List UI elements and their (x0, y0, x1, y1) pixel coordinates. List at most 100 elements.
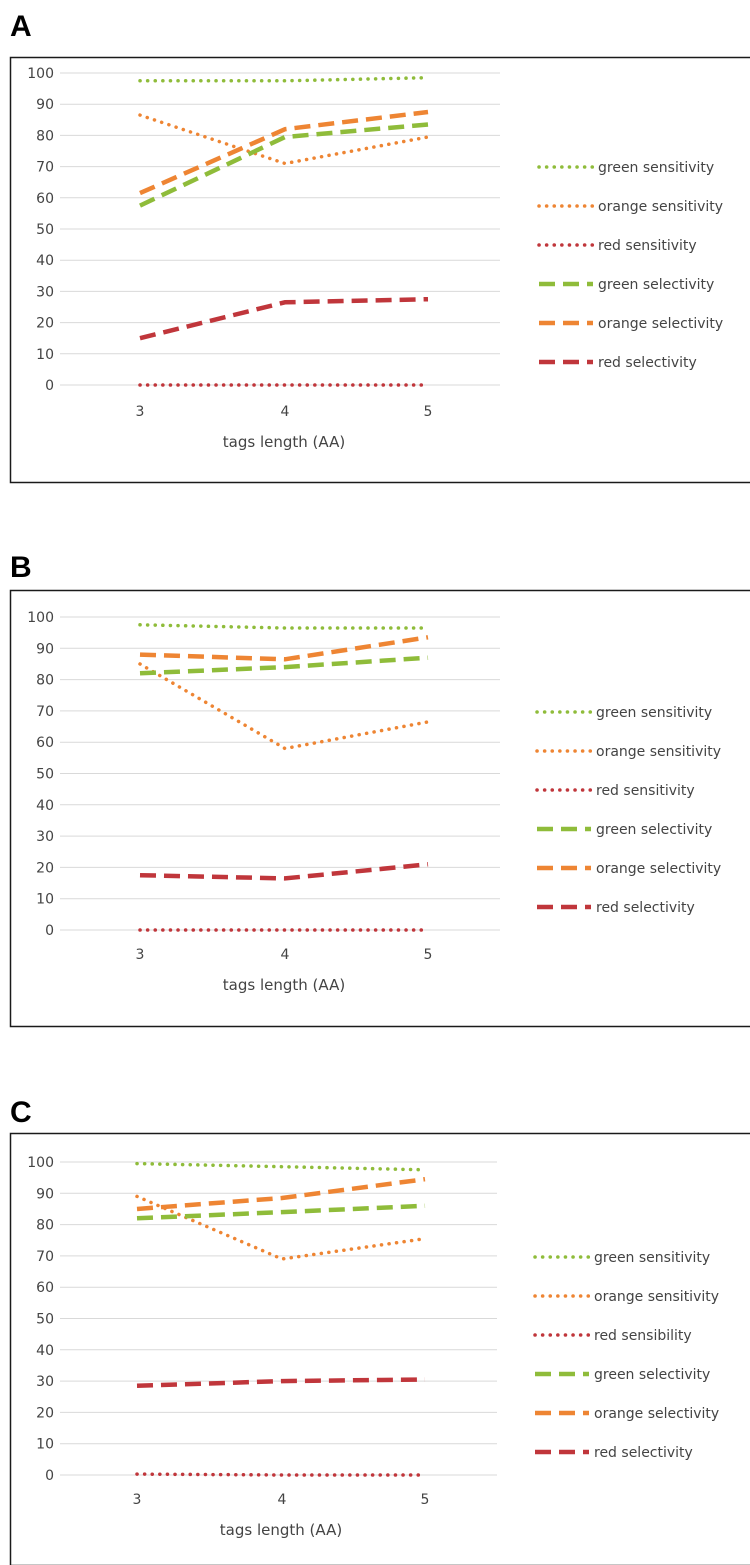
chart-border (9, 589, 750, 1028)
y-tick-label: 30 (36, 1374, 54, 1390)
data-point (281, 1211, 284, 1214)
y-tick-label: 90 (36, 1186, 54, 1202)
data-point (284, 626, 287, 629)
legend-label: green sensitivity (594, 1250, 710, 1266)
y-tick-label: 80 (36, 1218, 54, 1234)
data-point (427, 636, 430, 639)
data-point (139, 662, 142, 665)
series-line-orange-selectivity (139, 109, 429, 196)
data-point (427, 135, 430, 138)
data-point (136, 1384, 139, 1387)
data-point (139, 672, 142, 675)
x-tick-label: 5 (421, 1492, 430, 1508)
data-point (427, 111, 430, 114)
y-tick-label: 100 (27, 1155, 54, 1171)
data-point (284, 384, 287, 387)
data-point (284, 658, 287, 661)
series-line-orange-selectivity (136, 1176, 426, 1212)
data-point (139, 384, 142, 387)
series-line-green-selectivity (139, 122, 429, 208)
x-tick-label: 4 (281, 947, 290, 963)
series-line-green-selectivity (136, 1203, 426, 1221)
data-point (427, 863, 430, 866)
series-line-green-sensitivity (138, 75, 430, 83)
legend-label: red selectivity (594, 1445, 693, 1461)
x-tick-label: 5 (424, 404, 433, 420)
series-line-red-sensibility (135, 1472, 427, 1477)
data-point (424, 1378, 427, 1381)
y-tick-label: 100 (27, 610, 54, 626)
x-tick-label: 4 (278, 1492, 287, 1508)
legend-label: red sensibility (594, 1328, 692, 1344)
data-point (427, 123, 430, 126)
legend-label: red selectivity (596, 900, 695, 916)
y-tick-label: 0 (45, 378, 54, 394)
y-tick-label: 60 (36, 191, 54, 207)
series-line-red-selectivity (139, 862, 429, 881)
data-point (281, 1380, 284, 1383)
x-tick-label: 4 (281, 404, 290, 420)
legend-label: orange selectivity (594, 1406, 719, 1422)
data-point (136, 1217, 139, 1220)
y-tick-label: 90 (36, 641, 54, 657)
data-point (281, 1258, 284, 1261)
legend-label: green sensitivity (598, 160, 714, 176)
x-tick-label: 3 (136, 404, 145, 420)
series-line-green-sensitivity (138, 623, 430, 630)
legend-label: orange sensitivity (596, 744, 721, 760)
series-line-orange-sensitivity (138, 662, 430, 751)
data-point (424, 1474, 427, 1477)
data-point (424, 1237, 427, 1240)
y-tick-label: 60 (36, 1280, 54, 1296)
y-tick-label: 40 (36, 253, 54, 269)
series-line-green-sensitivity (135, 1161, 427, 1172)
data-point (284, 135, 287, 138)
data-point (284, 128, 287, 131)
data-point (284, 301, 287, 304)
legend-label: orange sensitivity (598, 199, 723, 215)
legend-label: red sensitivity (596, 783, 695, 799)
data-point (284, 747, 287, 750)
y-tick-label: 60 (36, 735, 54, 751)
panel-letter: B (10, 551, 32, 584)
data-point (136, 1473, 139, 1476)
data-point (136, 1162, 139, 1165)
data-point (427, 929, 430, 932)
data-point (139, 653, 142, 656)
legend-label: green selectivity (594, 1367, 710, 1383)
y-tick-label: 20 (36, 316, 54, 332)
y-tick-label: 50 (36, 767, 54, 783)
series-line-red-selectivity (139, 296, 429, 341)
y-tick-label: 70 (36, 1249, 54, 1265)
y-tick-label: 20 (36, 860, 54, 876)
data-point (139, 929, 142, 932)
data-point (281, 1165, 284, 1168)
x-axis-title: tags length (AA) (220, 1521, 342, 1539)
y-tick-label: 80 (36, 673, 54, 689)
y-tick-label: 0 (45, 1468, 54, 1484)
y-tick-label: 70 (36, 704, 54, 720)
data-point (139, 874, 142, 877)
chart-panel-c: C 0 10 20 30 40 50 60 70 80 90 100 3 4 5 tags length (A… (9, 1096, 750, 1565)
legend-label: orange sensitivity (594, 1289, 719, 1305)
data-point (427, 298, 430, 301)
y-tick-label: 0 (45, 923, 54, 939)
chart-border (9, 1132, 750, 1565)
data-point (427, 384, 430, 387)
series-line-orange-selectivity (139, 635, 429, 662)
data-point (284, 877, 287, 880)
y-tick-label: 20 (36, 1405, 54, 1421)
x-axis-title: tags length (AA) (223, 976, 345, 994)
series-line-red-selectivity (136, 1377, 426, 1389)
series-line-green-selectivity (139, 655, 429, 676)
y-tick-label: 10 (36, 1437, 54, 1453)
y-tick-label: 30 (36, 829, 54, 845)
x-tick-label: 5 (424, 947, 433, 963)
data-point (139, 79, 142, 82)
y-tick-label: 40 (36, 798, 54, 814)
legend-label: green sensitivity (596, 705, 712, 721)
y-tick-label: 50 (36, 1312, 54, 1328)
legend-label: red selectivity (598, 355, 697, 371)
data-point (139, 192, 142, 195)
